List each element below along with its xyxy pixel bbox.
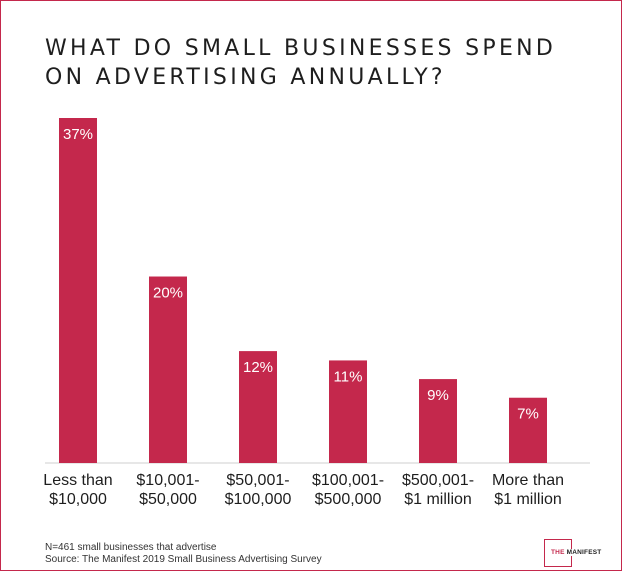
- bar-value-label-1: 20%: [153, 285, 183, 302]
- bar-value-label-4: 9%: [427, 387, 449, 404]
- category-label-5-line-0: More than: [492, 472, 564, 489]
- chart-title: WHAT DO SMALL BUSINESSES SPEND ON ADVERT…: [45, 36, 557, 90]
- category-label-1-line-1: $50,000: [139, 491, 197, 508]
- bar-4: [419, 379, 457, 463]
- category-label-5-line-1: $1 million: [494, 491, 562, 508]
- category-label-3-line-1: $500,000: [315, 491, 382, 508]
- category-label-4-line-1: $1 million: [404, 491, 472, 508]
- bar-1: [149, 276, 187, 463]
- logo-text-manifest: MANIFEST: [564, 549, 602, 556]
- sample-footnote: N=461 small businesses that advertise: [45, 542, 217, 553]
- bar-value-label-3: 11%: [334, 368, 363, 385]
- category-label-3-line-0: $100,001-: [312, 472, 384, 489]
- manifest-logo-text: THE MANIFEST: [550, 549, 603, 556]
- category-label-0-line-1: $10,000: [49, 491, 107, 508]
- category-label-1-line-0: $10,001-: [136, 472, 199, 489]
- category-label-4-line-0: $500,001-: [402, 472, 474, 489]
- bar-5: [509, 397, 547, 463]
- logo-text-the: THE: [551, 549, 565, 556]
- bars-group: 37% Less than $10,000 20% $10,001- $50,000 12%…: [43, 118, 564, 508]
- category-label-2-line-0: $50,001-: [226, 472, 289, 489]
- bar-0: [59, 118, 97, 463]
- bar-value-label-2: 12%: [243, 359, 273, 376]
- category-label-0-line-0: Less than: [43, 472, 112, 489]
- source-footnote: Source: The Manifest 2019 Small Business…: [45, 554, 322, 565]
- category-label-2-line-1: $100,000: [225, 491, 292, 508]
- bar-2: [239, 351, 277, 463]
- bar-value-label-5: 7%: [517, 406, 539, 423]
- bar-value-label-0: 37%: [63, 126, 93, 143]
- bar-3: [329, 360, 367, 463]
